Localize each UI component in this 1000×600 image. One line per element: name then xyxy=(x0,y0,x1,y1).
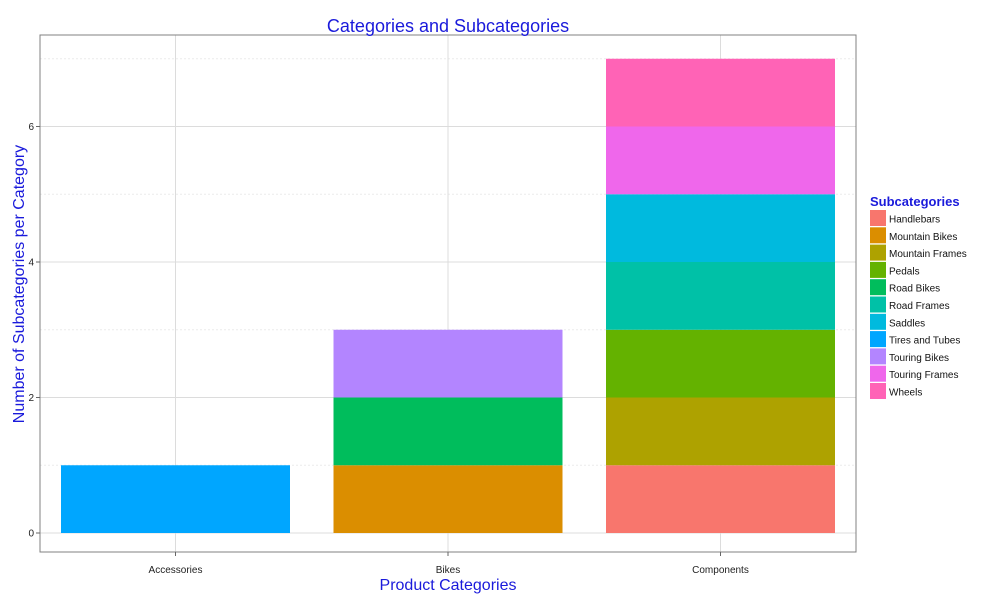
legend-label: Wheels xyxy=(889,388,922,399)
legend-label: Saddles xyxy=(889,318,925,329)
legend-label: Touring Frames xyxy=(889,370,958,381)
y-tick-label: 2 xyxy=(28,393,34,404)
axes: 0 2 4 6 Accessories Bikes Components xyxy=(28,122,748,576)
legend-label: Touring Bikes xyxy=(889,353,949,364)
legend-key xyxy=(870,296,886,313)
y-tick-label: 4 xyxy=(28,258,34,269)
bar-segment xyxy=(333,465,563,533)
legend-key xyxy=(870,227,886,244)
legend-label: Mountain Bikes xyxy=(889,232,957,243)
bar-segment xyxy=(333,397,563,466)
bar-segment xyxy=(606,329,835,398)
x-tick-label: Accessories xyxy=(149,565,203,576)
x-tick-label: Bikes xyxy=(436,565,460,576)
legend-key xyxy=(870,313,886,330)
legend-items: Handlebars Mountain Bikes Mountain Frames P… xyxy=(870,210,967,399)
legend-title: Subcategories xyxy=(870,194,960,209)
legend-label: Mountain Frames xyxy=(889,249,967,260)
legend-key xyxy=(870,261,886,278)
legend-key xyxy=(870,348,886,365)
bar-segment xyxy=(606,397,835,466)
bar-segment xyxy=(333,329,563,398)
bar-segment xyxy=(606,262,835,330)
x-tick-label: Components xyxy=(692,565,749,576)
legend-label: Road Bikes xyxy=(889,284,940,295)
y-tick-label: 6 xyxy=(28,122,34,133)
legend-label: Tires and Tubes xyxy=(889,336,960,347)
legend-key xyxy=(870,210,886,226)
bar-segment xyxy=(61,465,290,533)
bar-segment xyxy=(606,126,835,195)
y-axis-title: Number of Subcategories per Category xyxy=(11,145,28,423)
chart-title: Categories and Subcategories xyxy=(327,16,569,36)
legend-label: Pedals xyxy=(889,266,920,277)
legend-label: Road Frames xyxy=(889,301,950,312)
bar-segment xyxy=(606,194,835,262)
legend-key xyxy=(870,244,886,261)
bar-segment xyxy=(606,465,835,533)
legend-key xyxy=(870,383,886,399)
legend: Subcategories Handlebars Mountain Bikes Mo… xyxy=(870,194,967,399)
legend-key xyxy=(870,365,886,382)
bar-segment xyxy=(606,58,835,127)
y-tick-label: 0 xyxy=(28,529,34,540)
legend-label: Handlebars xyxy=(889,215,940,226)
legend-key xyxy=(870,331,886,348)
bars xyxy=(61,58,835,533)
legend-key xyxy=(870,279,886,296)
x-axis-title: Product Categories xyxy=(380,577,517,594)
